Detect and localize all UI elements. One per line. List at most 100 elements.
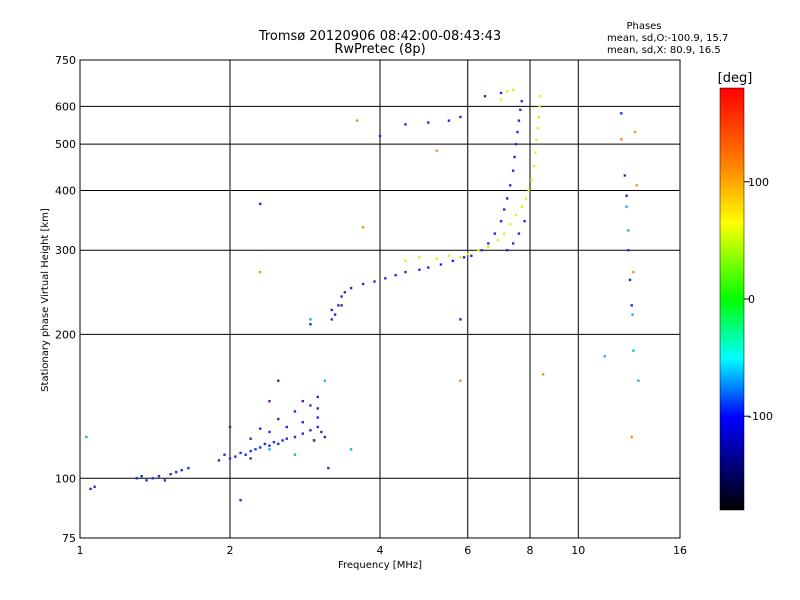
data-point [312, 439, 316, 442]
data-point [277, 417, 280, 421]
data-point [355, 119, 359, 122]
data-point [511, 242, 515, 245]
data-point [330, 308, 333, 312]
data-point [163, 479, 167, 482]
data-point [373, 280, 376, 283]
data-point [309, 318, 312, 321]
data-point [633, 130, 637, 134]
data-point [259, 270, 262, 274]
data-point [517, 119, 521, 122]
data-point [254, 448, 257, 451]
data-point [487, 242, 490, 245]
data-point [502, 232, 506, 235]
data-point [93, 485, 96, 488]
data-point [511, 88, 515, 91]
y-tick-label: 100 [55, 472, 76, 485]
data-point [404, 270, 407, 274]
chart-title: Tromsø 20120906 08:42:00-08:43:43 [258, 29, 501, 44]
data-point [343, 291, 347, 294]
data-point [309, 323, 312, 326]
data-point [513, 155, 516, 159]
data-point [620, 138, 623, 141]
data-point [263, 442, 267, 446]
x-axis-label: Frequency [MHz] [338, 560, 422, 571]
data-point [632, 270, 635, 274]
data-point [487, 245, 490, 248]
data-point [637, 379, 640, 382]
data-point [534, 151, 537, 154]
x-tick-label: 4 [377, 544, 384, 557]
data-point [418, 256, 421, 259]
data-point [316, 407, 319, 410]
data-point [145, 479, 148, 482]
data-point [151, 477, 155, 480]
data-point [459, 115, 462, 119]
data-point [496, 238, 500, 242]
x-tick-label: 10 [571, 544, 585, 557]
data-point [535, 138, 538, 142]
data-point [309, 429, 312, 432]
data-point [527, 189, 530, 192]
data-point [340, 304, 343, 307]
data-point [623, 174, 627, 177]
y-tick-label: 200 [55, 328, 76, 341]
data-point [228, 457, 232, 460]
data-point [536, 126, 540, 130]
grid-lines [80, 60, 680, 538]
phases-x-line: mean, sd,X: 80.9, 16.5 [607, 45, 721, 56]
data-point [508, 223, 512, 226]
data-point [223, 453, 226, 456]
data-point [635, 184, 638, 187]
data-point [259, 202, 262, 206]
data-point [228, 425, 232, 429]
data-point [620, 112, 623, 115]
data-point [85, 435, 88, 439]
data-point [447, 119, 451, 122]
data-point [309, 404, 312, 407]
data-point [483, 94, 487, 98]
data-point [511, 169, 515, 172]
chart-subtitle: RwPretec (8p) [334, 42, 425, 57]
y-tick-label: 600 [55, 100, 76, 113]
data-point [293, 410, 297, 413]
data-point [293, 453, 297, 456]
data-point [630, 435, 633, 439]
data-point [435, 257, 438, 260]
data-point [180, 468, 183, 472]
data-point [632, 349, 635, 352]
data-point [249, 449, 252, 453]
data-point [499, 98, 503, 101]
data-point [239, 498, 242, 502]
y-tick-label: 400 [55, 184, 76, 197]
data-point [361, 226, 365, 229]
data-point [320, 430, 323, 434]
data-point [394, 273, 397, 277]
data-point [459, 379, 462, 382]
data-point [477, 249, 480, 252]
data-point [625, 205, 628, 208]
x-tick-label: 16 [673, 544, 687, 557]
data-point [630, 304, 633, 307]
data-point [537, 115, 540, 119]
data-points [85, 88, 640, 502]
data-point [249, 457, 252, 460]
data-point [272, 440, 276, 444]
data-point [523, 220, 526, 223]
x-tick-labels: 1 2 4 6 8 10 16 [77, 544, 688, 557]
data-point [603, 355, 606, 358]
data-point [524, 197, 528, 200]
data-point [427, 121, 430, 124]
data-point [277, 442, 280, 446]
colorbar-ticks: 100 0 -100 [744, 176, 773, 423]
data-point [459, 256, 462, 259]
data-point [493, 232, 497, 235]
data-point [169, 472, 172, 476]
data-point [480, 249, 483, 252]
data-point [470, 254, 473, 258]
data-point [323, 435, 327, 439]
data-point [435, 149, 438, 152]
data-point [285, 437, 288, 440]
data-point [451, 259, 455, 263]
data-point [459, 318, 462, 321]
y-axis-label: Stationary phase Virtual Height [km] [40, 208, 51, 392]
